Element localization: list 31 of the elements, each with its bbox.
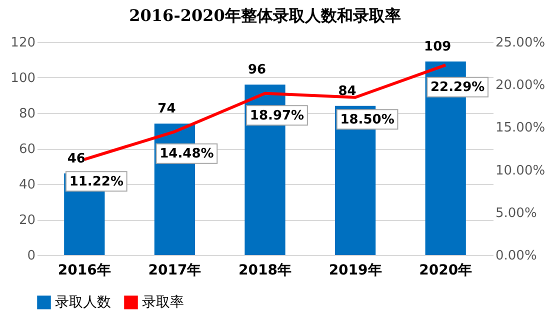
y-tick-label: 20 <box>18 213 36 228</box>
data-label: 96 <box>248 62 266 78</box>
y-tick-label: 60 <box>18 142 36 157</box>
x-tick-label: 2018年 <box>238 262 292 278</box>
x-tick-label: 2016年 <box>58 262 111 278</box>
data-label: 46 <box>67 151 86 166</box>
y2-tick-label: 25.00% <box>496 36 546 50</box>
y2-tick-label: 0.00% <box>496 248 537 264</box>
data-label: 84 <box>338 84 356 99</box>
x-tick-label: 2019年 <box>328 262 382 278</box>
data-label: 11.22% <box>69 174 124 190</box>
y-tick-label: 120 <box>10 36 36 50</box>
data-label: 74 <box>158 102 176 117</box>
data-label: 18.50% <box>340 112 394 128</box>
data-label: 18.97% <box>250 108 304 124</box>
x-tick-label: 2017年 <box>148 262 202 278</box>
y2-tick-label: 5.00% <box>496 206 537 221</box>
y-tick-label: 40 <box>18 178 36 192</box>
y2-tick-label: 10.00% <box>496 163 546 178</box>
legend-label: 录取率 <box>142 294 184 310</box>
data-label: 109 <box>424 40 452 55</box>
y-tick-label: 80 <box>18 106 36 122</box>
data-label: 22.29% <box>430 80 485 96</box>
y-tick-label: 100 <box>10 71 36 86</box>
legend-label: 录取人数 <box>55 294 111 310</box>
chart-title: 2016-2020年整体录取人数和录取率 <box>129 6 401 25</box>
y-tick-label: 0 <box>27 248 36 264</box>
data-label: 14.48% <box>160 146 214 162</box>
y2-tick-label: 15.00% <box>496 120 546 136</box>
y2-tick-label: 20.00% <box>496 78 546 94</box>
x-tick-label: 2020年 <box>419 262 472 278</box>
